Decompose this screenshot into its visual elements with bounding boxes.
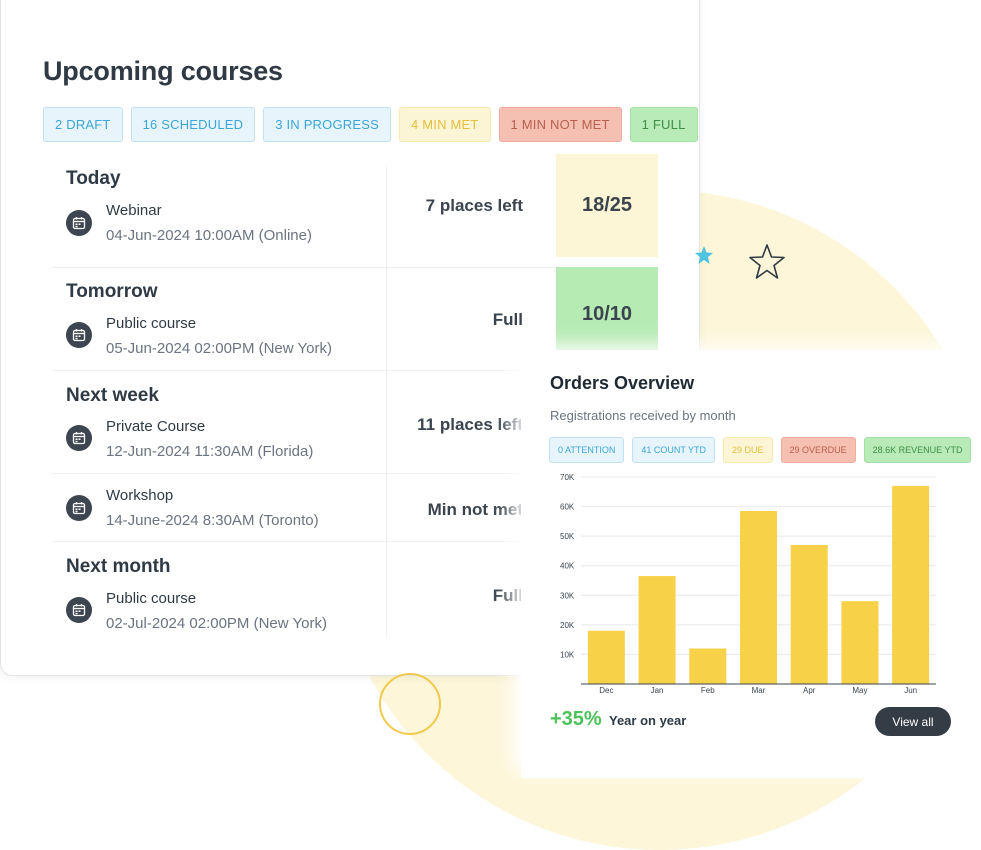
- view-all-button[interactable]: View all: [875, 707, 951, 736]
- chip-min-not-met[interactable]: 1 MIN NOT MET: [498, 107, 622, 142]
- course-date: 12-Jun-2024 11:30AM (Florida): [106, 443, 314, 460]
- course-date: 05-Jun-2024 02:00PM (New York): [106, 340, 332, 357]
- bar-jun[interactable]: [892, 485, 930, 684]
- column-divider: [386, 166, 387, 267]
- orders-overview-panel: Orders Overview Registrations received b…: [521, 350, 981, 778]
- bar-feb[interactable]: [689, 648, 727, 684]
- orders-chip-bar: 0 ATTENTION 41 COUNT YTD 29 DUE 29 OVERD…: [549, 437, 972, 463]
- calendar-icon: [66, 597, 92, 623]
- registrations-bar-chart: 10K 20K 30K 40K 50K 60K 70K Dec Jan Feb Mar Apr May J…: [560, 473, 936, 695]
- x-tick-label: Dec: [599, 686, 613, 695]
- group-label-next-week: Next week: [66, 385, 159, 406]
- growth-label: Year on year: [609, 713, 687, 728]
- places-left: 11 places left: [417, 415, 523, 434]
- course-name: Public course: [106, 590, 197, 607]
- places-left: Full: [492, 310, 523, 329]
- chip-scheduled[interactable]: 16 SCHEDULED: [130, 107, 256, 142]
- course-row-public-course-ny-jul[interactable]: Next month Public course 02-Jul-2024 02:…: [52, 542, 658, 638]
- y-tick-label: 30K: [560, 591, 575, 600]
- bar-may[interactable]: [841, 601, 879, 684]
- course-date: 14-June-2024 8:30AM (Toronto): [106, 512, 319, 529]
- chip-min-met[interactable]: 4 MIN MET: [398, 107, 491, 142]
- column-divider: [386, 268, 387, 370]
- decorative-ring: [379, 673, 441, 735]
- growth-value: +35%: [550, 708, 602, 730]
- orders-title: Orders Overview: [550, 373, 695, 393]
- course-row-public-course-ny[interactable]: Tomorrow Public course 05-Jun-2024 02:00…: [52, 267, 658, 371]
- capacity-badge: 18/25: [556, 154, 658, 257]
- calendar-icon: [66, 322, 92, 348]
- column-divider: [386, 542, 387, 638]
- calendar-icon: [66, 495, 92, 521]
- x-tick-label: May: [852, 686, 867, 695]
- y-tick-label: 10K: [560, 650, 575, 659]
- x-tick-label: Jun: [904, 686, 917, 695]
- bar-dec[interactable]: [587, 630, 625, 684]
- chip-in-progress[interactable]: 3 IN PROGRESS: [263, 107, 391, 142]
- chip-full[interactable]: 1 FULL: [629, 107, 698, 142]
- calendar-icon: [66, 210, 92, 236]
- outline-star-icon: [749, 244, 785, 279]
- places-left: Full: [492, 586, 523, 605]
- chip-revenue-ytd[interactable]: 28.6K REVENUE YTD: [863, 437, 972, 463]
- y-tick-label: 50K: [560, 532, 575, 541]
- capacity-badge: 10/10: [556, 267, 658, 361]
- x-tick-label: Jan: [651, 686, 664, 695]
- y-tick-label: 20K: [560, 621, 575, 630]
- chip-overdue[interactable]: 29 OVERDUE: [780, 437, 856, 463]
- column-divider: [386, 474, 387, 541]
- chip-due[interactable]: 29 DUE: [723, 437, 773, 463]
- column-divider: [386, 371, 387, 473]
- group-label-next-month: Next month: [66, 556, 171, 577]
- course-name: Public course: [106, 315, 197, 332]
- course-name: Workshop: [106, 487, 174, 504]
- course-list: Today Webinar 04-Jun-2024 10:00AM (Onlin…: [52, 154, 658, 638]
- y-tick-label: 60K: [560, 503, 575, 512]
- group-label-today: Today: [66, 168, 121, 189]
- bar-jan[interactable]: [638, 576, 676, 684]
- course-row-webinar[interactable]: Today Webinar 04-Jun-2024 10:00AM (Onlin…: [52, 154, 658, 268]
- chip-draft[interactable]: 2 DRAFT: [43, 107, 123, 142]
- bar-mar[interactable]: [740, 511, 777, 684]
- calendar-icon: [66, 425, 92, 451]
- places-left: 7 places left: [425, 196, 523, 215]
- page-title: Upcoming courses: [43, 56, 283, 86]
- group-label-tomorrow: Tomorrow: [66, 281, 158, 302]
- x-tick-label: Apr: [803, 686, 816, 695]
- course-name: Private Course: [106, 418, 206, 435]
- chip-attention[interactable]: 0 ATTENTION: [549, 437, 625, 463]
- bar-apr[interactable]: [790, 545, 828, 684]
- course-date: 02-Jul-2024 02:00PM (New York): [106, 615, 327, 632]
- blue-star-icon: [695, 246, 713, 264]
- orders-subtitle: Registrations received by month: [550, 408, 736, 423]
- y-tick-label: 40K: [560, 562, 575, 571]
- course-row-workshop[interactable]: Workshop 14-June-2024 8:30AM (Toronto) M…: [52, 474, 658, 542]
- chip-count-ytd[interactable]: 41 COUNT YTD: [632, 437, 716, 463]
- y-tick-label: 70K: [560, 473, 575, 482]
- x-tick-label: Feb: [701, 686, 715, 695]
- x-tick-label: Mar: [752, 686, 766, 695]
- course-row-private-course[interactable]: Next week Private Course 12-Jun-2024 11:…: [52, 371, 658, 474]
- places-left: Min not met: [427, 500, 523, 519]
- course-name: Webinar: [106, 202, 162, 219]
- course-date: 04-Jun-2024 10:00AM (Online): [106, 227, 312, 244]
- status-chip-bar: 2 DRAFT 16 SCHEDULED 3 IN PROGRESS 4 MIN…: [43, 107, 698, 142]
